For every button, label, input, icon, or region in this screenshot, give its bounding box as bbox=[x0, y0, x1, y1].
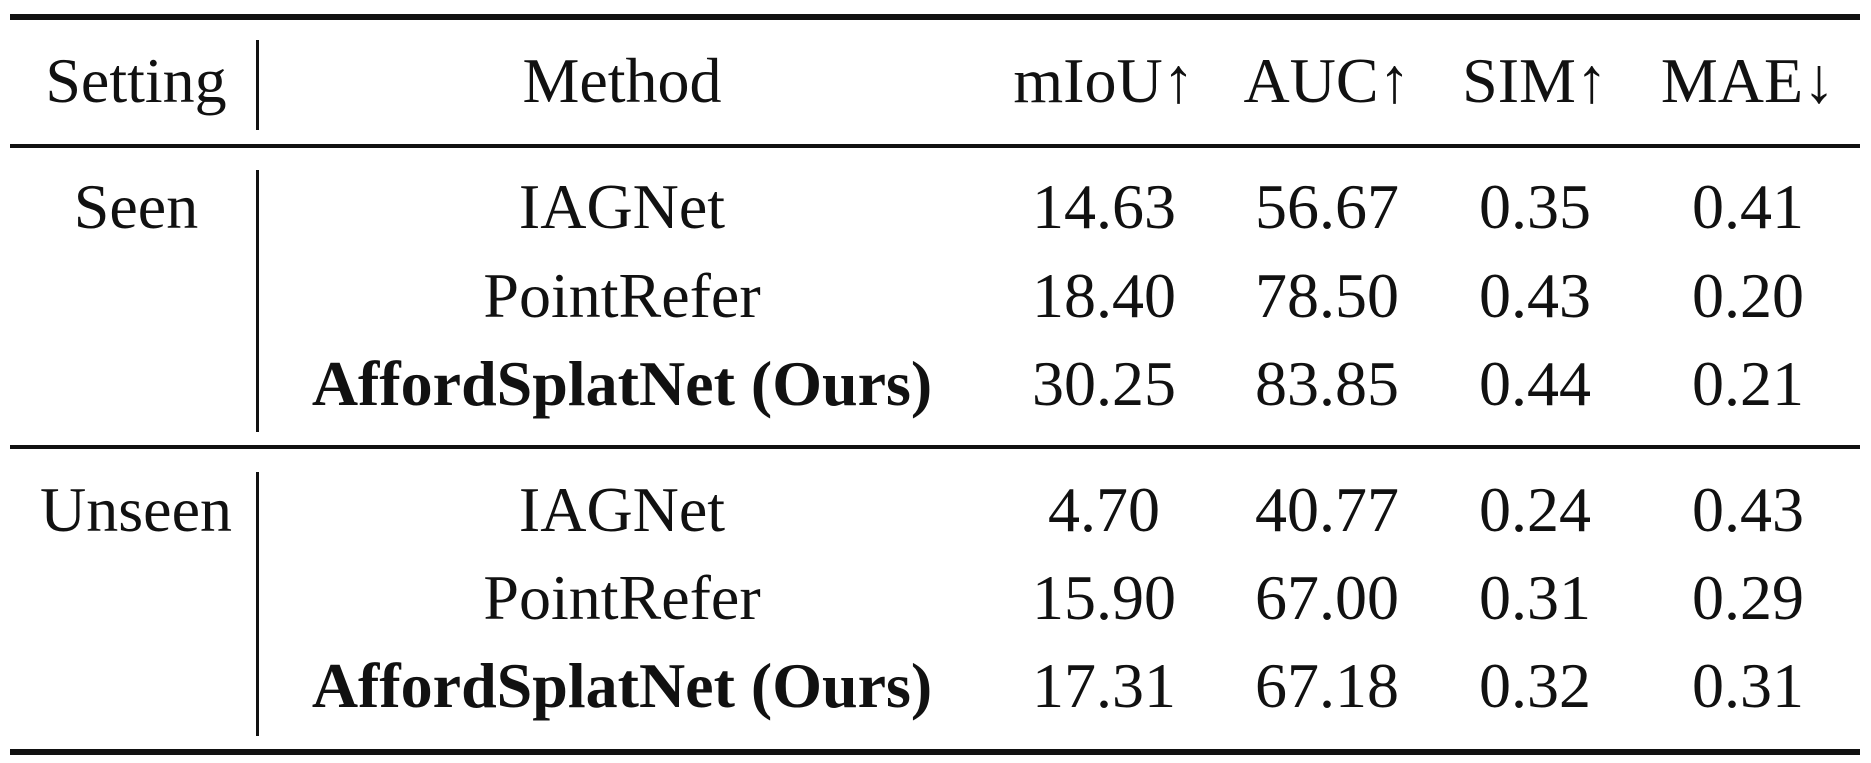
header-sim: SIM↑ bbox=[1462, 45, 1608, 116]
miou-cell: 30.25 bbox=[1032, 348, 1176, 419]
mae-cell: 0.41 bbox=[1692, 171, 1804, 242]
auc-cell: 40.77 bbox=[1255, 474, 1399, 545]
sim-cell: 0.32 bbox=[1479, 650, 1591, 721]
auc-cell: 67.00 bbox=[1255, 562, 1399, 633]
miou-cell: 15.90 bbox=[1032, 562, 1176, 633]
method-cell-ours: AffordSplatNet (Ours) bbox=[311, 348, 933, 419]
seen-column-divider bbox=[256, 170, 259, 432]
mae-cell: 0.43 bbox=[1692, 474, 1804, 545]
method-cell: PointRefer bbox=[483, 562, 761, 633]
header-method: Method bbox=[522, 45, 722, 116]
unseen-column-divider bbox=[256, 472, 259, 736]
sim-cell: 0.24 bbox=[1479, 474, 1591, 545]
method-cell: PointRefer bbox=[483, 260, 761, 331]
mae-cell: 0.20 bbox=[1692, 260, 1804, 331]
header-mae: MAE↓ bbox=[1660, 45, 1836, 116]
auc-cell: 78.50 bbox=[1255, 260, 1399, 331]
table-bottom-rule bbox=[10, 749, 1860, 755]
group-divider-rule bbox=[10, 445, 1860, 449]
miou-cell: 14.63 bbox=[1032, 171, 1176, 242]
miou-cell: 18.40 bbox=[1032, 260, 1176, 331]
header-setting: Setting bbox=[45, 45, 227, 116]
table-top-rule bbox=[10, 14, 1860, 20]
setting-label-seen: Seen bbox=[73, 171, 199, 242]
auc-cell: 83.85 bbox=[1255, 348, 1399, 419]
mae-cell: 0.29 bbox=[1692, 562, 1804, 633]
mae-cell: 0.21 bbox=[1692, 348, 1804, 419]
sim-cell: 0.35 bbox=[1479, 171, 1591, 242]
auc-cell: 67.18 bbox=[1255, 650, 1399, 721]
miou-cell: 17.31 bbox=[1032, 650, 1176, 721]
auc-cell: 56.67 bbox=[1255, 171, 1399, 242]
method-cell-ours: AffordSplatNet (Ours) bbox=[311, 650, 933, 721]
mae-cell: 0.31 bbox=[1692, 650, 1804, 721]
header-miou: mIoU↑ bbox=[1013, 45, 1195, 116]
sim-cell: 0.44 bbox=[1479, 348, 1591, 419]
miou-cell: 4.70 bbox=[1048, 474, 1160, 545]
method-cell: IAGNet bbox=[518, 171, 726, 242]
header-auc: AUC↑ bbox=[1243, 45, 1411, 116]
sim-cell: 0.43 bbox=[1479, 260, 1591, 331]
header-divider-rule bbox=[10, 144, 1860, 148]
setting-label-unseen: Unseen bbox=[40, 474, 232, 545]
header-column-divider bbox=[256, 40, 259, 130]
method-cell: IAGNet bbox=[518, 474, 726, 545]
sim-cell: 0.31 bbox=[1479, 562, 1591, 633]
